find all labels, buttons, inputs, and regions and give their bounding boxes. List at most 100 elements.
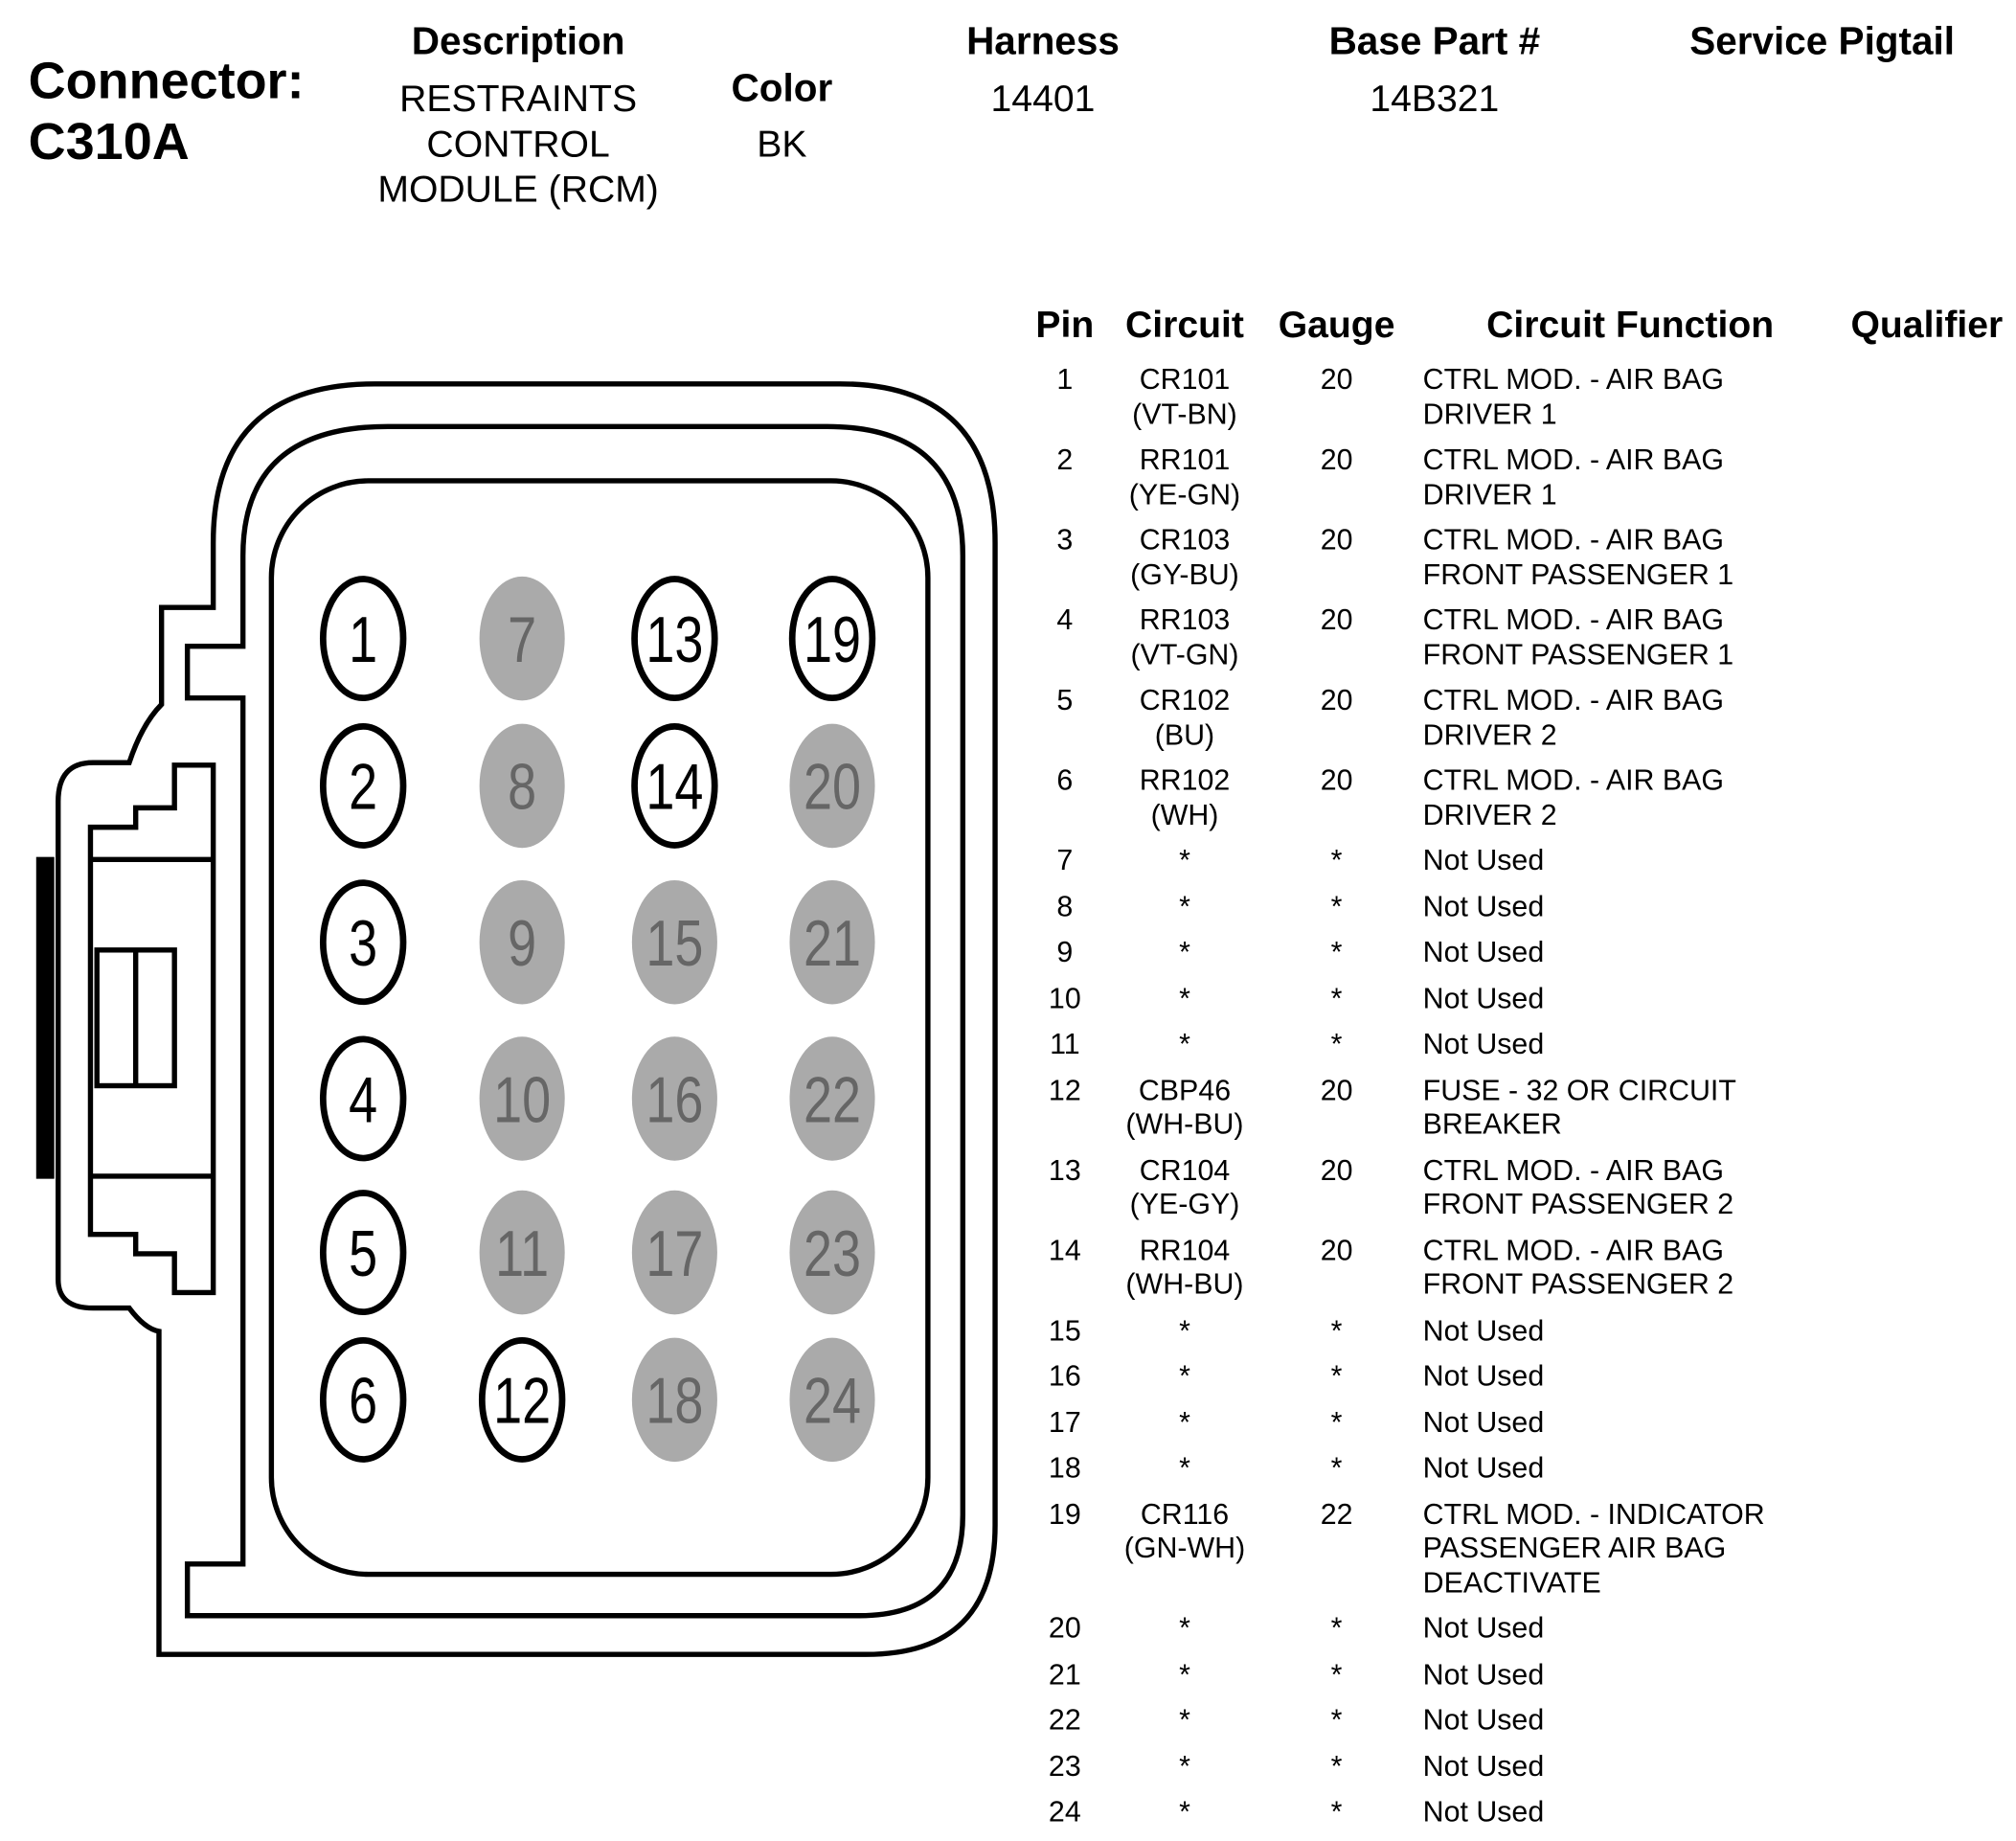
cell-function: Not Used — [1422, 844, 1545, 876]
col-gauge: Gauge — [1278, 305, 1395, 347]
pin-cavity — [789, 1190, 875, 1315]
cell-circuit: * — [1179, 1027, 1190, 1060]
pin-number: 7 — [508, 603, 536, 675]
cell-circuit: RR102 (WH) — [1139, 763, 1231, 830]
cell-pin: 21 — [1048, 1657, 1081, 1691]
cell-pin: 11 — [1050, 1027, 1080, 1060]
color-value: BK — [757, 124, 807, 166]
housing-outer-outline — [56, 381, 998, 1657]
color-header: Color — [731, 67, 833, 110]
pin-2: 2 — [319, 722, 407, 849]
pin-cavity — [478, 1336, 566, 1463]
pin-cavity — [319, 1336, 407, 1463]
pin-cavity — [319, 1190, 407, 1316]
pin-number: 22 — [804, 1064, 861, 1136]
pin-14: 14 — [631, 722, 718, 849]
cell-function: Not Used — [1422, 890, 1545, 922]
table-row: 23 * * Not Used — [1021, 1749, 2016, 1795]
cell-circuit: * — [1179, 1313, 1190, 1347]
cell-circuit: * — [1179, 1657, 1190, 1691]
cell-pin: 4 — [1056, 603, 1074, 636]
cell-circuit: * — [1179, 1795, 1190, 1829]
pin-cavity — [319, 576, 407, 702]
cell-pin: 16 — [1048, 1359, 1081, 1393]
cell-gauge: * — [1330, 890, 1343, 922]
pin-number: 1 — [349, 603, 377, 675]
table-row: 1 CR101 (VT-BN) 20 CTRL MOD. - AIR BAG DRIV… — [1021, 363, 2016, 443]
cell-circuit: * — [1179, 1703, 1190, 1737]
cell-function: Not Used — [1422, 1795, 1545, 1829]
cell-pin: 17 — [1048, 1405, 1081, 1439]
cell-qualifier — [1838, 684, 2016, 764]
cell-function: Not Used — [1422, 1703, 1545, 1737]
pin-15: 15 — [631, 879, 717, 1005]
cell-circuit: RR104 (WH-BU) — [1125, 1234, 1244, 1301]
cell-qualifier — [1838, 1360, 2016, 1406]
pin-number: 24 — [804, 1365, 861, 1437]
pin-4: 4 — [319, 1035, 407, 1162]
table-row: 17 * * Not Used — [1021, 1405, 2016, 1451]
cell-pin: 7 — [1056, 844, 1074, 876]
housing-middle-outline — [184, 423, 966, 1619]
pin-number: 8 — [508, 751, 536, 823]
pin-number: 23 — [804, 1217, 861, 1289]
table-header-row: Pin Circuit Gauge Circuit Function Quali… — [1021, 305, 2016, 363]
pin-19: 19 — [788, 576, 876, 702]
cell-pin: 24 — [1048, 1795, 1081, 1829]
cell-circuit: CR103 (GY-BU) — [1130, 523, 1239, 591]
pin-cavity — [319, 722, 407, 849]
cell-gauge: 20 — [1320, 763, 1353, 797]
pin-cavity — [479, 879, 565, 1005]
cell-gauge: * — [1330, 981, 1343, 1014]
table-row: 4 RR103 (VT-GN) 20 CTRL MOD. - AIR BAG FRON… — [1021, 603, 2016, 684]
pin-number: 17 — [646, 1217, 703, 1289]
cell-circuit: CR116 (GN-WH) — [1123, 1497, 1246, 1564]
cell-gauge: * — [1330, 1451, 1343, 1485]
pin-number: 6 — [349, 1365, 377, 1437]
table-row: 3 CR103 (GY-BU) 20 CTRL MOD. - AIR BAG FRON… — [1021, 524, 2016, 604]
cell-function: Not Used — [1422, 1451, 1545, 1485]
cell-circuit: * — [1179, 1611, 1190, 1645]
table-row: 22 * * Not Used — [1021, 1704, 2016, 1750]
col-qualifier: Qualifier — [1850, 305, 2004, 347]
table-row: 14 RR104 (WH-BU) 20 CTRL MOD. - AIR BAG FRO… — [1021, 1234, 2016, 1314]
cell-qualifier — [1838, 1612, 2016, 1658]
table-row: 18 * * Not Used — [1021, 1451, 2016, 1497]
pin-number: 10 — [493, 1064, 551, 1136]
pin-number: 19 — [804, 603, 861, 675]
pin-cavity — [479, 723, 565, 849]
cell-gauge: * — [1330, 1611, 1343, 1645]
pin-number: 15 — [646, 907, 703, 979]
cell-gauge: 20 — [1320, 363, 1353, 396]
cell-function: FUSE - 32 OR CIRCUIT BREAKER — [1422, 1073, 1736, 1141]
cell-qualifier — [1838, 443, 2016, 524]
cell-pin: 3 — [1056, 523, 1074, 557]
pin-cavity — [631, 1337, 717, 1463]
pin-7: 7 — [479, 576, 565, 701]
cell-function: CTRL MOD. - AIR BAG DRIVER 2 — [1422, 763, 1724, 830]
cell-qualifier — [1838, 1028, 2016, 1074]
cell-qualifier — [1838, 844, 2016, 890]
service-pigtail-header: Service Pigtail — [1689, 20, 1956, 64]
connector-housing — [35, 381, 998, 1657]
pin-cavity — [631, 1036, 717, 1161]
cell-circuit: * — [1179, 1405, 1190, 1439]
pin-cavity — [631, 576, 718, 702]
table-row: 2 RR101 (YE-GN) 20 CTRL MOD. - AIR BAG DRIV… — [1021, 443, 2016, 524]
cell-gauge: 20 — [1320, 603, 1353, 636]
cell-function: CTRL MOD. - AIR BAG FRONT PASSENGER 2 — [1422, 1234, 1734, 1301]
cell-qualifier — [1838, 1074, 2016, 1154]
pin-cavity — [789, 1337, 875, 1463]
pin-13: 13 — [631, 576, 718, 702]
pin-22: 22 — [789, 1036, 875, 1161]
cell-pin: 12 — [1048, 1073, 1081, 1106]
table-row: 11 * * Not Used — [1021, 1028, 2016, 1074]
pin-table: Pin Circuit Gauge Circuit Function Quali… — [1021, 305, 2016, 1841]
table-row: 20 * * Not Used — [1021, 1612, 2016, 1658]
cell-circuit: * — [1179, 1359, 1190, 1393]
pin-16: 16 — [631, 1036, 717, 1161]
cell-gauge: * — [1330, 935, 1343, 968]
pin-number: 21 — [804, 907, 861, 979]
description-header: Description — [411, 20, 625, 64]
